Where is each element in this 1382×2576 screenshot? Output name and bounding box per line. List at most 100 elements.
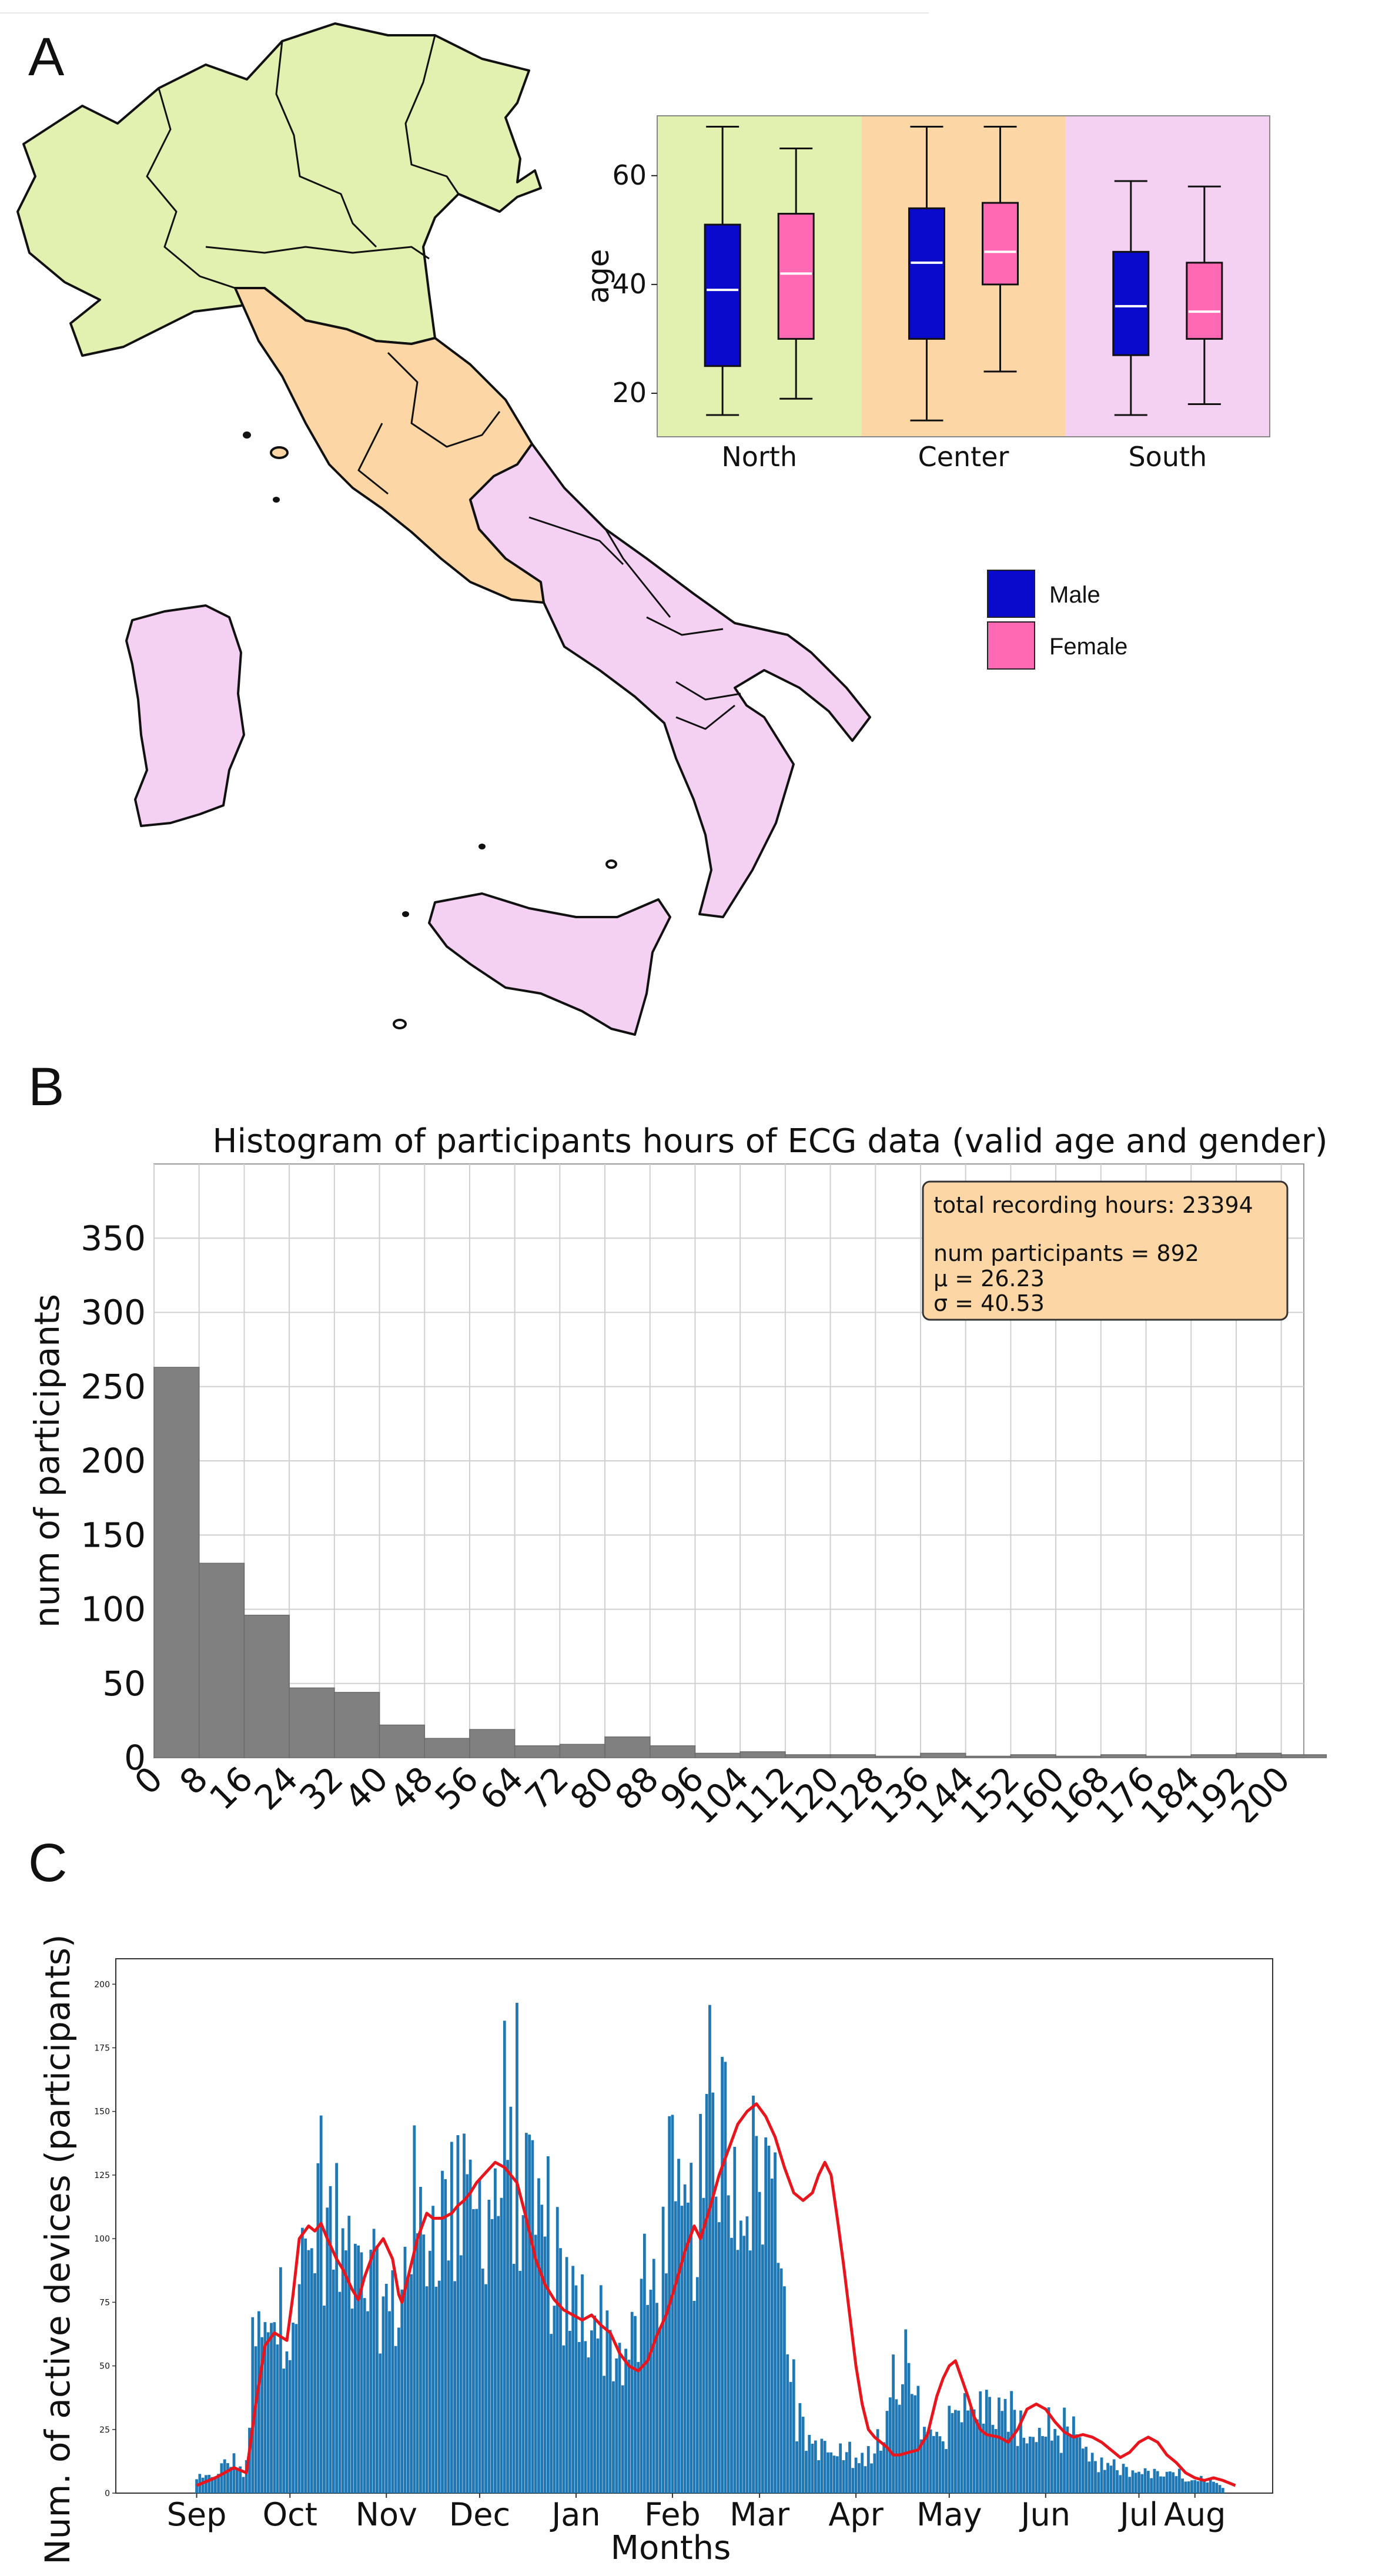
timeseries-bar — [721, 2056, 724, 2493]
timeseries-bar — [223, 2459, 226, 2493]
timeseries-bar — [1199, 2475, 1203, 2493]
timeseries-bar — [208, 2474, 211, 2493]
timeseries-bar — [1010, 2391, 1013, 2493]
timeseries-bar — [531, 2140, 534, 2493]
timeseries-bar — [926, 2432, 929, 2493]
timeseries-bar — [1003, 2398, 1007, 2493]
map-islet — [478, 844, 486, 849]
timeseries-bar — [326, 2207, 329, 2493]
histogram-bar — [1190, 1754, 1237, 1758]
timeseries-bar — [646, 2304, 650, 2493]
timeseries-bar — [1069, 2434, 1072, 2493]
stats-mean: μ = 26.23 — [933, 1266, 1045, 1292]
timeseries-bar — [1187, 2481, 1190, 2493]
timeseries-bar — [1081, 2448, 1085, 2493]
timeseries-bar — [441, 2170, 444, 2493]
timeseries-bar — [820, 2438, 824, 2493]
timeseries-bar — [546, 2156, 550, 2493]
timeseries-bar — [1206, 2482, 1209, 2493]
timeseries-bar — [1128, 2477, 1132, 2493]
timeseries-bar — [1143, 2468, 1147, 2493]
timeseries-bar — [665, 2273, 668, 2493]
timeseries-bar — [652, 2259, 655, 2493]
timeseries-bar — [724, 2062, 727, 2493]
timeseries-bar — [1153, 2468, 1156, 2493]
timeseries-bar — [832, 2455, 836, 2493]
timeseries-bar — [1174, 2476, 1178, 2493]
boxplot-chart: North Center South 20 40 60 age — [581, 115, 1270, 473]
map-region-sicily — [428, 892, 671, 1036]
timeseries-bar — [245, 2460, 248, 2493]
histogram-ytick-label: 200 — [81, 1441, 146, 1481]
timeseries-bar — [285, 2351, 289, 2493]
timeseries-bar — [282, 2368, 286, 2493]
map-region-north — [16, 22, 542, 357]
timeseries-bar — [904, 2329, 908, 2493]
timeseries-bar — [524, 2133, 528, 2493]
map-islet — [243, 431, 251, 439]
box-iqr — [1186, 262, 1223, 340]
histogram-bar — [514, 1745, 561, 1758]
box-north-male — [704, 126, 741, 416]
histogram-bar — [198, 1563, 245, 1758]
histogram-ytick-label: 150 — [81, 1515, 146, 1555]
timeseries-bar — [210, 2477, 214, 2493]
timeseries-bar — [1013, 2410, 1016, 2493]
histogram-bar — [694, 1752, 741, 1758]
histogram-ytick-label: 300 — [81, 1293, 146, 1333]
timeseries-bar — [574, 2285, 578, 2493]
timeseries-bar — [288, 2360, 292, 2493]
timeseries-bar — [1106, 2463, 1109, 2493]
timeseries-bar — [590, 2330, 593, 2493]
timeseries-bar — [332, 2269, 335, 2493]
timeseries-bar — [540, 2204, 544, 2493]
timeseries-xtick-label: Sep — [167, 2496, 227, 2533]
boxplot-bg-north — [657, 116, 862, 437]
timeseries-bar — [323, 2306, 326, 2493]
timeseries-ytick-label: 200 — [94, 1980, 110, 1989]
box-iqr — [908, 207, 945, 340]
timeseries-bar — [410, 2274, 413, 2493]
timeseries-bar — [649, 2290, 652, 2493]
timeseries-bar — [497, 2216, 500, 2493]
timeseries-bar — [1032, 2437, 1035, 2493]
timeseries-bar — [801, 2417, 805, 2493]
timeseries-bar — [257, 2311, 260, 2493]
boxplot-xtick-center: Center — [918, 441, 1009, 473]
timeseries-bar — [232, 2453, 236, 2493]
map-islet — [605, 859, 617, 869]
timeseries-bar — [733, 2146, 737, 2493]
timeseries-bar — [273, 2322, 276, 2493]
timeseries-bar — [752, 2095, 755, 2493]
timeseries-bar — [1147, 2471, 1150, 2493]
timeseries-bar — [1193, 2480, 1197, 2493]
histogram-bar — [1280, 1754, 1327, 1758]
timeseries-bar — [898, 2404, 901, 2493]
timeseries-bar — [596, 2338, 600, 2493]
panel-c: C 0 25 50 75 100 125 150 175 200 Sep Oct Nov Dec Jan F… — [0, 1822, 1382, 2573]
timeseries-bar — [895, 2399, 898, 2493]
timeseries-bar — [1000, 2411, 1004, 2493]
timeseries-bar — [817, 2460, 820, 2493]
timeseries-bar — [1078, 2437, 1082, 2493]
histogram-bar — [559, 1744, 605, 1758]
timeseries-bar — [1125, 2467, 1128, 2493]
timeseries-bar — [742, 2236, 746, 2493]
timeseries-ytick-label: 25 — [99, 2426, 110, 2435]
timeseries-bar — [475, 2209, 478, 2493]
timeseries-bar — [702, 2197, 705, 2493]
timeseries-bar — [431, 2206, 434, 2493]
timeseries-bar — [674, 2201, 677, 2493]
timeseries-bar — [1137, 2471, 1140, 2493]
histogram-bar — [650, 1745, 696, 1758]
timeseries-bar — [521, 2215, 525, 2493]
timeseries-bar — [1109, 2465, 1113, 2493]
timeseries-bar — [1134, 2473, 1137, 2493]
histogram-bar — [920, 1752, 966, 1758]
histogram-ytick-label: 350 — [81, 1218, 146, 1258]
timeseries-bar — [761, 2244, 764, 2493]
timeseries-bar — [941, 2441, 945, 2493]
timeseries-bar — [888, 2397, 892, 2493]
timeseries-bar — [1196, 2481, 1200, 2493]
timeseries-bar — [1044, 2437, 1048, 2493]
